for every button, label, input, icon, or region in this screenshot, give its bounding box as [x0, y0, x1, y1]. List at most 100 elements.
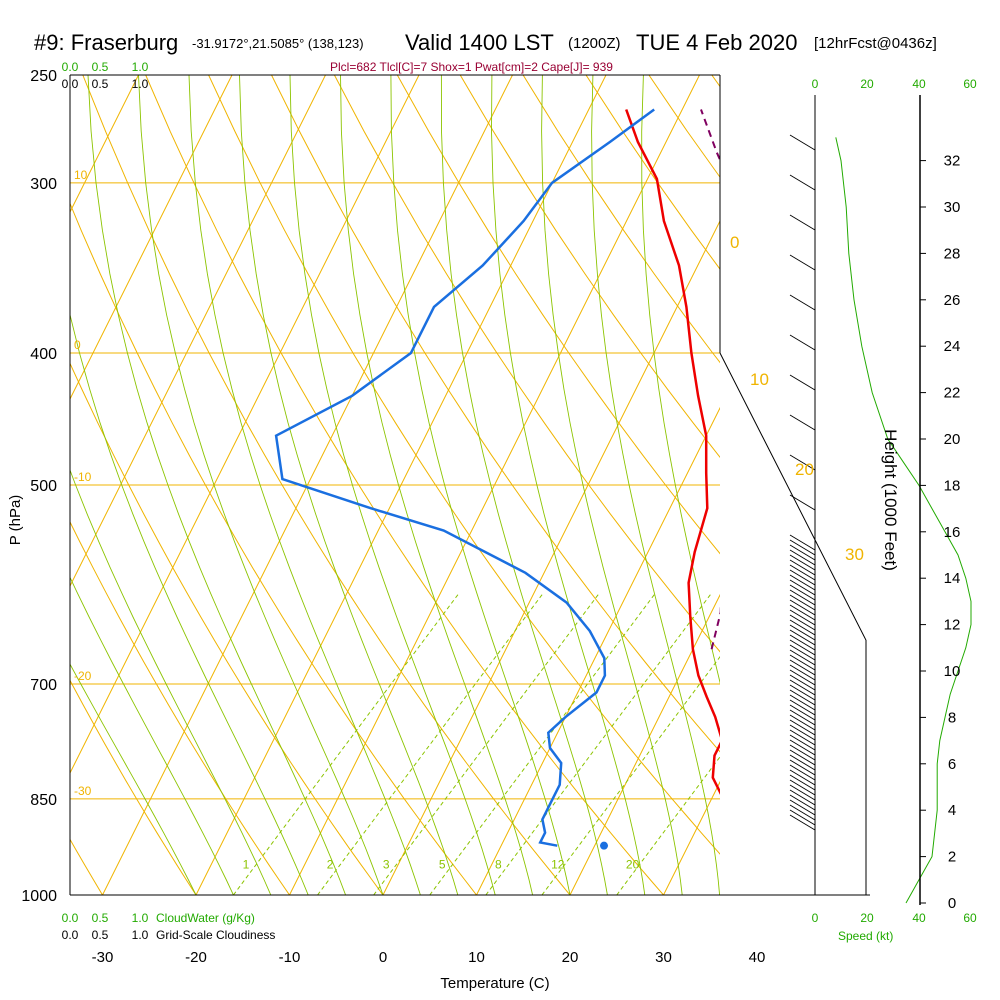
moist-adiabat: [70, 663, 197, 895]
height-tick-label: 0: [948, 895, 956, 912]
isotherm-label: 0: [74, 338, 81, 352]
wind-barb: [789, 614, 816, 631]
temperature-tick-label: 10: [468, 949, 485, 966]
wind-barb: [789, 814, 816, 831]
wind-barb: [789, 654, 816, 671]
pressure-tick-label: 250: [30, 68, 57, 85]
mixing-ratio-label: 8: [495, 858, 502, 872]
height-tick-label: 30: [944, 199, 961, 216]
isotherm-label: 10: [750, 370, 769, 389]
dry-adiabat: [70, 679, 197, 895]
wind-barb: [789, 294, 816, 311]
cloud-tick-label: 1.0: [132, 60, 149, 74]
pressure-tick-label: 700: [30, 677, 57, 694]
mixing-ratio-line: [317, 592, 544, 895]
wind-barb: [789, 454, 816, 471]
y-axis-title: P (hPa): [7, 495, 24, 546]
height-tick-label: 4: [948, 802, 956, 819]
speed-tick-label: 0: [812, 911, 819, 925]
mixing-ratio-label: 3: [383, 858, 390, 872]
mixing-ratio-line: [485, 592, 713, 895]
moist-adiabat: [70, 576, 234, 895]
wind-barb: [789, 574, 816, 591]
wind-barb: [789, 794, 816, 811]
wind-barb: [789, 779, 816, 796]
isotherm-label: -30: [74, 784, 92, 798]
wind-barb: [789, 659, 816, 676]
height-tick-label: 32: [944, 153, 961, 170]
height-tick-label: 6: [948, 756, 956, 773]
moist-adiabat: [87, 75, 347, 895]
wind-barb: [789, 609, 816, 626]
wind-barb: [789, 594, 816, 611]
mixing-ratio-label: 2: [327, 858, 334, 872]
moist-adiabat: [541, 75, 683, 895]
mixing-ratio-line: [541, 655, 720, 895]
temperature-tick-label: -20: [185, 949, 207, 966]
height-tick-label: 12: [944, 617, 961, 634]
wind-barb: [789, 634, 816, 651]
dry-adiabat: [82, 75, 571, 895]
wind-barb: [789, 559, 816, 576]
moist-adiabat: [239, 75, 459, 895]
cloud-tick-label: 1.0: [132, 77, 149, 91]
height-tick-label: 18: [944, 477, 961, 494]
wind-barb: [789, 414, 816, 431]
dry-adiabat: [459, 75, 720, 459]
wind-barb: [789, 544, 816, 561]
wind-barb: [789, 554, 816, 571]
dry-adiabat: [70, 362, 384, 895]
wind-barb: [789, 494, 816, 511]
zulu-time: (1200Z): [568, 35, 621, 52]
wind-barb: [789, 799, 816, 816]
temperature-tick-label: -10: [279, 949, 301, 966]
wind-barb: [789, 704, 816, 721]
isotherm-label: -20: [74, 669, 92, 683]
wind-barb: [789, 569, 816, 586]
temperature-tick-label: 20: [562, 949, 579, 966]
wind-barb: [789, 599, 816, 616]
wind-barb: [789, 699, 816, 716]
valid-time: Valid 1400 LST: [405, 30, 554, 55]
wind-barb: [789, 769, 816, 786]
wind-barb: [789, 674, 816, 691]
height-tick-label: 26: [944, 292, 961, 309]
wind-barb: [789, 729, 816, 746]
speed-tick-label: 20: [860, 77, 874, 91]
moist-adiabat: [70, 468, 272, 895]
cloudiness-label: Grid-Scale Cloudiness: [156, 928, 275, 942]
cloud-tick-label: 0.0: [62, 911, 79, 925]
x-axis-title: Temperature (C): [440, 975, 549, 992]
wind-speed-panel: [789, 95, 972, 904]
speed-tick-label: 0: [812, 77, 819, 91]
pressure-tick-label: 1000: [21, 888, 57, 905]
moist-adiabat: [440, 75, 608, 895]
height-tick-label: 14: [944, 570, 961, 587]
dry-adiabat: [70, 520, 290, 895]
mixing-ratio-line: [616, 756, 720, 895]
speed-tick-label: 60: [963, 911, 977, 925]
speed-tick-label: 20: [860, 911, 874, 925]
wind-barb: [789, 809, 816, 826]
dry-adiabat: [145, 75, 664, 895]
isotherm-line: [476, 406, 720, 895]
wind-barb: [789, 534, 816, 551]
moist-adiabat: [591, 75, 720, 895]
wind-barb: [789, 629, 816, 646]
wind-barb: [789, 754, 816, 771]
forecast-tag: [12hrFcst@0436z]: [814, 35, 937, 52]
wind-barb: [789, 649, 816, 666]
height-tick-label: 20: [944, 431, 961, 448]
wind-barb: [789, 789, 816, 806]
isotherm-label: -10: [74, 470, 92, 484]
mixing-ratio-line: [429, 592, 657, 895]
dry-adiabat: [208, 75, 720, 855]
wind-barb: [789, 679, 816, 696]
pressure-tick-label: 300: [30, 176, 57, 193]
moist-adiabat: [188, 75, 421, 895]
mixing-ratio-label: 12: [551, 858, 565, 872]
wind-barb: [789, 374, 816, 391]
dry-adiabat: [70, 202, 477, 895]
height-tick-label: 2: [948, 849, 956, 866]
wind-barb: [789, 694, 816, 711]
